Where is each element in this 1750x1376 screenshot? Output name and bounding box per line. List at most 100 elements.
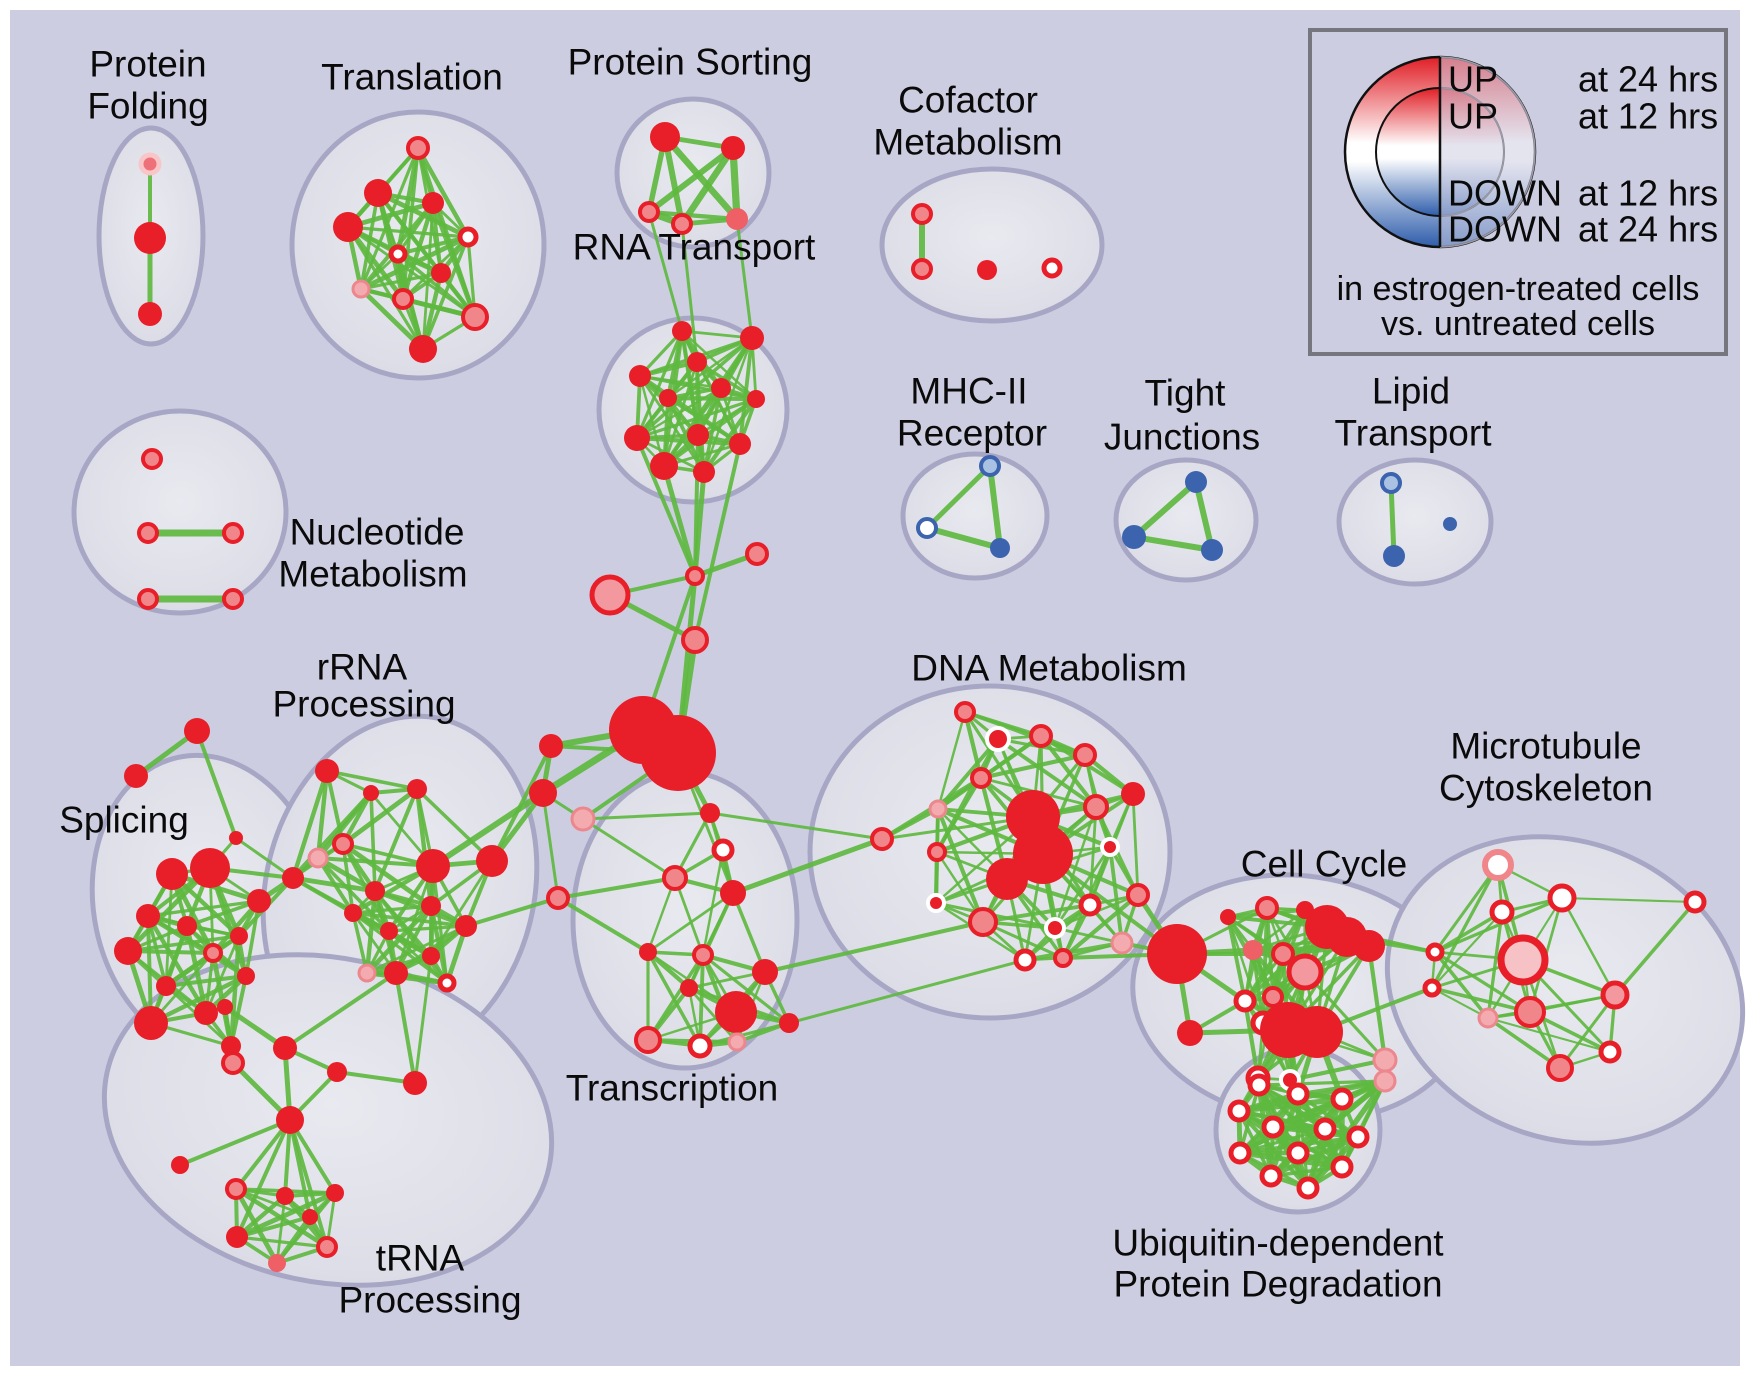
cluster-cofactor-metabolism-label-line-1: Metabolism [873,122,1062,163]
edge-tight-junctions [1193,479,1215,553]
cluster-splicing-label-line-0: Splicing [59,800,189,841]
edge-rrna-processing [369,791,377,893]
translation-node-6 [431,263,451,283]
edge-connectors--rrna-processing [464,896,560,928]
edge-transcription [701,848,725,957]
edge-rrna-processing [316,856,391,933]
edge-microtubule-cytoskeleton [1430,986,1532,1014]
cluster-tight-junctions-label-line-1: Junctions [1104,417,1260,458]
edge-mhc-ii-receptor [924,463,993,531]
ubiquitin-degradation-node-3 [1227,1099,1251,1123]
rrna-processing-node-3 [332,833,354,855]
edge-connectors [222,1004,288,1051]
rrna-processing-node-2 [407,779,427,799]
transcription-node-11 [687,1033,713,1059]
legend-fade-right-half [1440,57,1535,247]
microtubule-cytoskeleton-node-6 [1600,980,1630,1010]
microtubule-cytoskeleton-node-5 [1497,934,1549,986]
tight-junctions-node-2 [1201,539,1223,561]
translation-node-7 [351,279,371,299]
edge-dna-metabolism [935,806,986,925]
rrna-processing-node-10 [380,922,398,940]
cell-cycle-node-4 [1353,930,1385,962]
edge-connectors [195,729,238,840]
splicing-node-10 [230,927,248,945]
rrna-processing-node-15 [357,963,377,983]
translation-node-5 [388,244,408,264]
edge-translation [396,235,470,256]
edge-rrna-processing [364,888,378,976]
legend-layer: UP at 24 hrs UP at 12 hrs DOWN at 12 hrs DOWN a… [1308,28,1728,356]
dna-metabolism-node-16 [1126,883,1150,907]
trna-processing-node-1 [276,1187,294,1205]
edge-dna-metabolism [1060,892,1141,961]
edge-tight-junctions [1131,534,1215,553]
cluster-mhc-ii-receptor-label-line-1: Receptor [897,413,1047,454]
dna-metabolism-node-9 [1121,782,1145,806]
edge-translation [346,225,425,351]
cluster-cell-cycle-label-line-0: Cell Cycle [1241,844,1408,885]
splicing-node-3 [177,916,197,936]
connectors-node-10 [745,542,769,566]
mhc-ii-receptor-node-2 [990,538,1010,558]
cluster-nucleotide-metabolism-label-line-1: Metabolism [278,554,467,595]
edge-connectors--rrna-processing [394,971,417,1085]
translation-node-3 [333,212,363,242]
splicing-node-7 [134,1006,168,1040]
edge-splicing [204,934,241,1015]
edge-splicing [228,933,242,1049]
microtubule-cytoskeleton-node-2 [1489,899,1515,925]
microtubule-cytoskeleton-node-10 [1598,1040,1622,1064]
cell-cycle-node-6 [1271,942,1295,966]
edge-dna-metabolism [981,903,1092,924]
edge-protein-sorting [661,133,741,223]
cluster-rrna-processing-label-line-0: rRNA [317,647,408,688]
rna-transport-node-5 [659,389,677,407]
ubiquitin-degradation-node-8 [1286,1141,1310,1165]
edge-protein-sorting--rna-transport [735,217,754,340]
lipid-transport-node-1 [1383,545,1405,567]
dna-metabolism-node-20 [954,701,976,723]
cluster-cofactor-metabolism-ellipse [879,166,1105,324]
edge-translation [415,145,471,240]
edge-dna-metabolism [935,776,983,854]
rrna-processing-node-13 [384,961,408,985]
edge-cell-cycle [1226,915,1265,1025]
transcription-node-12 [727,1032,747,1052]
edge-transcription [646,876,677,954]
legend-footer-line-0: in estrogen-treated cells [1337,270,1700,308]
rna-transport-node-2 [629,365,651,387]
edge-transcription [701,953,791,1025]
edge-connectors [541,791,560,900]
rna-transport-node-10 [650,452,678,480]
cell-cycle-node-0 [1255,896,1279,920]
microtubule-cytoskeleton-node-4 [1422,978,1442,998]
edge-protein-sorting [678,144,737,228]
edge-connectors--rrna-processing [283,971,398,1050]
edge-rrna-processing [340,786,420,847]
edge-connectors--rrna-processing [490,744,553,863]
cluster-microtubule-cytoskeleton-label-line-0: Microtubule [1450,726,1641,767]
connectors-node-2 [229,831,243,845]
edge-microtubule-cytoskeleton [1486,1016,1562,1070]
cluster-lipid-transport-label-line-0: Lipid [1372,371,1450,412]
dna-metabolism-node-2 [1073,743,1097,767]
legend-row-1-direction: UP [1448,96,1498,137]
translation-node-8 [392,288,414,310]
cofactor-metabolism-node-0 [911,203,933,225]
edge-trna-processing [274,1214,313,1266]
protein-sorting-node-4 [726,208,748,230]
trna-processing-node-4 [316,1236,338,1258]
dna-metabolism-node-12 [926,893,946,913]
connectors-node-21 [276,1106,304,1134]
edge-connectors [178,1118,292,1167]
cluster-nucleotide-metabolism-ellipse [71,408,289,616]
dna-metabolism-node-10 [1083,794,1109,820]
connectors-node-18 [273,1036,297,1060]
edge-splicing [148,973,249,1026]
cluster-trna-processing-ellipse [101,952,555,1288]
cell-cycle-node-9 [1262,986,1284,1008]
transcription-node-10 [634,1026,662,1054]
